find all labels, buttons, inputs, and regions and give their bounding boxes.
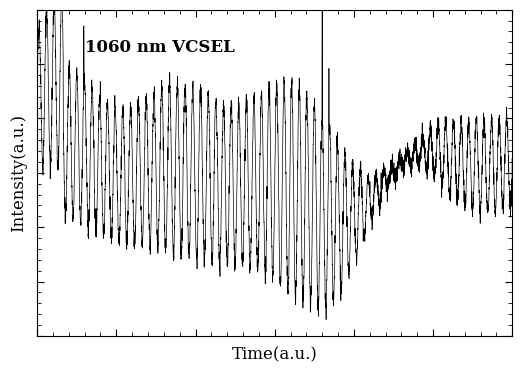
Text: 1060 nm VCSEL: 1060 nm VCSEL [85,39,234,56]
X-axis label: Time(a.u.): Time(a.u.) [232,346,318,363]
Y-axis label: Intensity(a.u.): Intensity(a.u.) [10,114,27,232]
